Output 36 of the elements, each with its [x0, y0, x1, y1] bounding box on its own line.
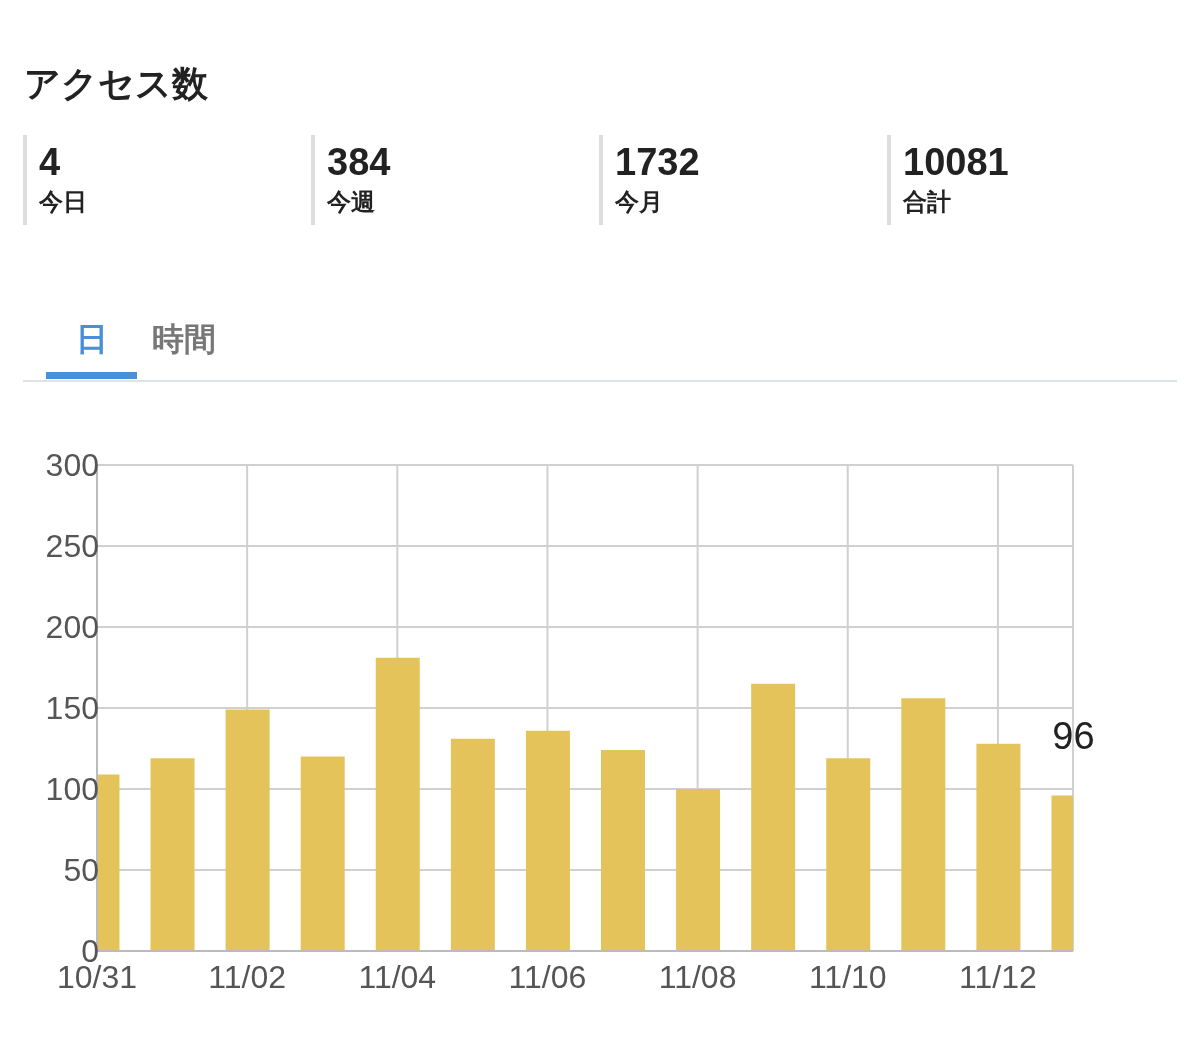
x-tick-label: 11/08	[658, 958, 737, 995]
bar	[826, 758, 871, 951]
text: 合計	[903, 187, 952, 217]
bar	[676, 789, 721, 951]
text: 時間	[152, 320, 217, 359]
bar	[976, 743, 1021, 951]
bar	[525, 730, 570, 951]
bar	[450, 738, 495, 951]
text: 10081	[903, 141, 1010, 184]
text: 今月	[615, 187, 664, 217]
text: 日	[74, 320, 109, 359]
bar	[751, 683, 796, 951]
y-tick-label: 150	[45, 690, 99, 727]
x-tick-label: 11/10	[808, 958, 887, 995]
y-tick-label: 250	[45, 528, 99, 565]
y-tick-label: 300	[45, 447, 99, 484]
y-tick-label: 100	[45, 771, 99, 808]
y-tick-label: 50	[63, 852, 99, 889]
text: 384	[327, 141, 392, 184]
text: 4	[39, 141, 62, 184]
text: 1732	[615, 141, 701, 184]
x-tick-label: 11/04	[358, 958, 437, 995]
bar	[901, 698, 946, 951]
y-tick-label: 200	[45, 609, 99, 646]
x-tick-label: 11/12	[959, 958, 1037, 995]
data-label: 96	[1052, 715, 1095, 758]
chart-title: アクセス数	[24, 62, 208, 106]
x-tick-label: 11/06	[508, 958, 587, 995]
bar	[601, 750, 645, 951]
bar	[225, 709, 270, 951]
bar	[375, 657, 420, 951]
bar	[150, 758, 195, 951]
bar	[300, 756, 345, 951]
text: 今日	[39, 187, 88, 217]
text: 今週	[327, 187, 376, 217]
x-tick-label: 11/02	[208, 958, 287, 995]
